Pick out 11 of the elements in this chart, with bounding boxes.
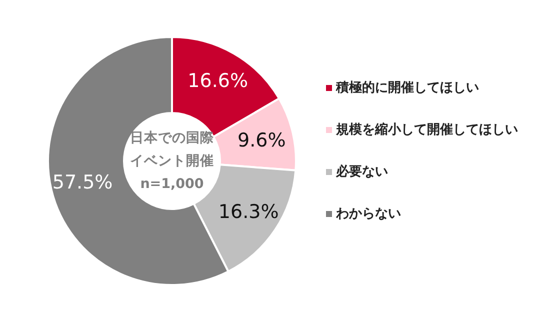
legend-label: 規模を縮小して開催してほしい <box>335 122 518 138</box>
legend-label: わからない <box>335 206 401 222</box>
legend-label: 積極的に開催してほしい <box>335 80 479 96</box>
data-label: 57.5% <box>52 171 113 194</box>
data-label: 16.6% <box>188 70 248 92</box>
data-label: 9.6% <box>238 129 286 152</box>
text: 日本での国際 <box>130 130 215 146</box>
data-label: 16.3% <box>218 200 279 223</box>
legend-label: 必要ない <box>335 164 388 180</box>
text: イベント開催 <box>130 153 214 169</box>
text: n=1,000 <box>140 176 204 192</box>
